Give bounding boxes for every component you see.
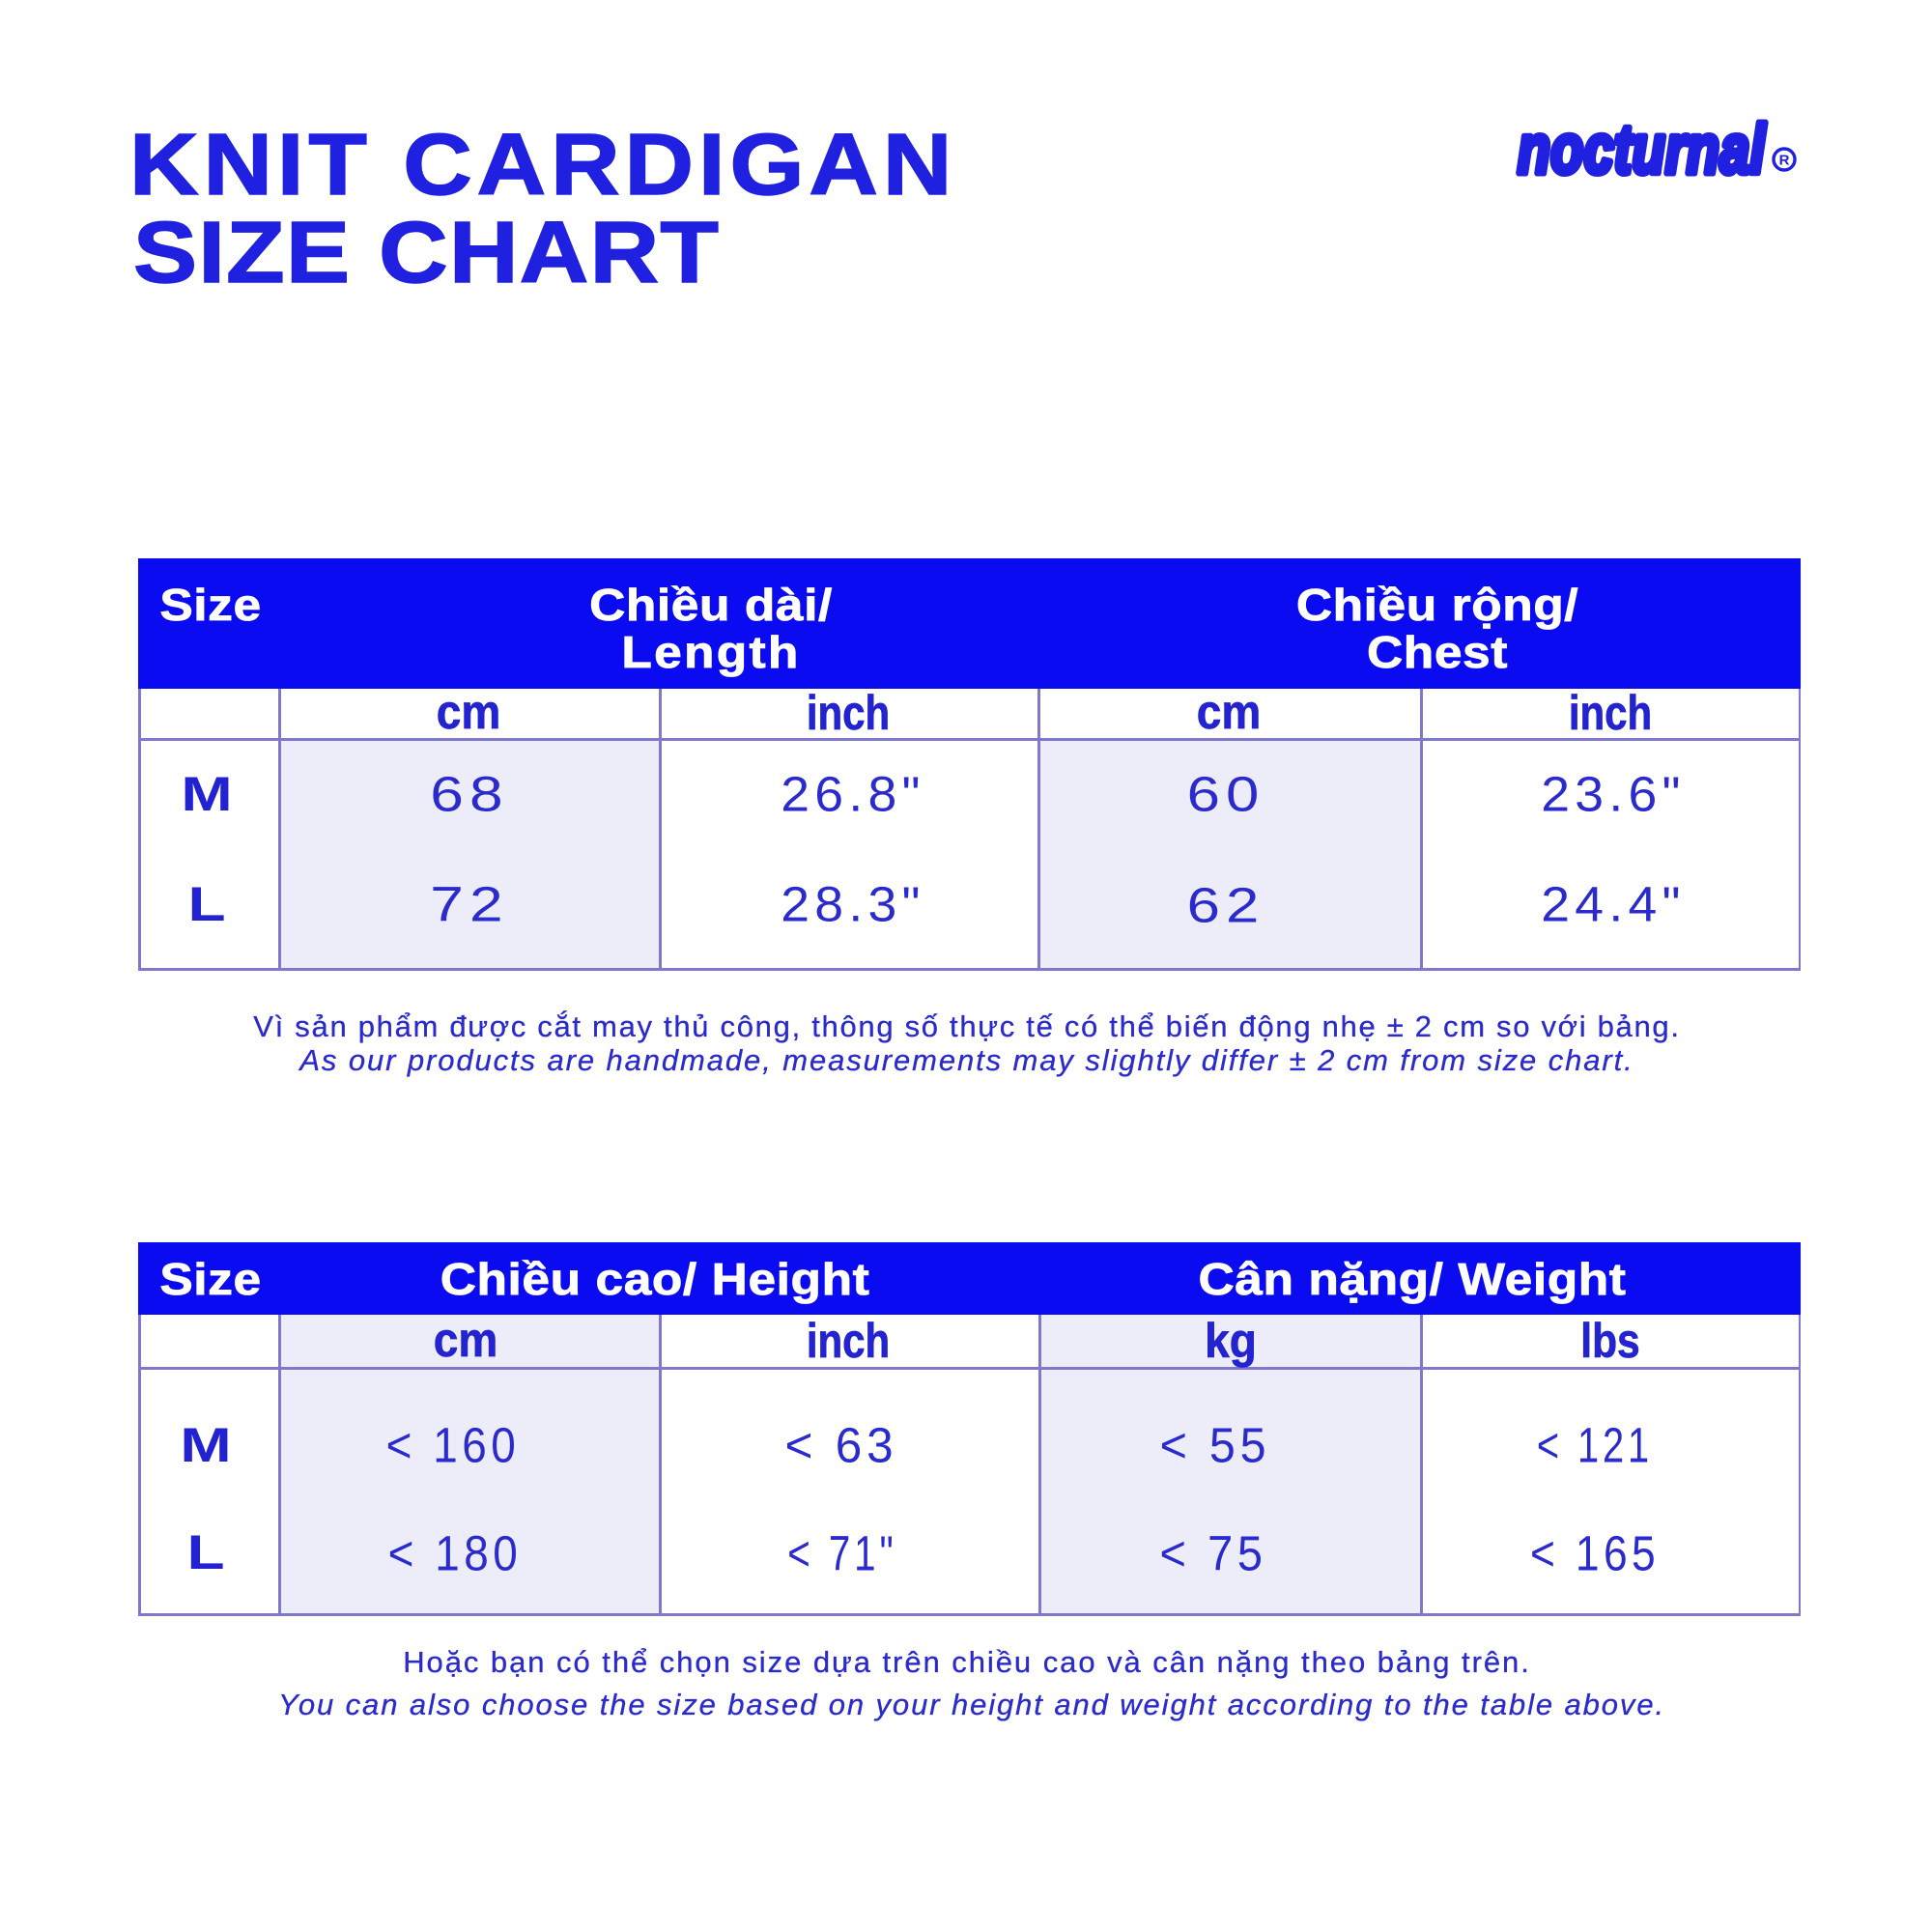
svg-text:nocturnal: nocturnal [1518,111,1766,187]
svg-text:R: R [1779,153,1790,169]
